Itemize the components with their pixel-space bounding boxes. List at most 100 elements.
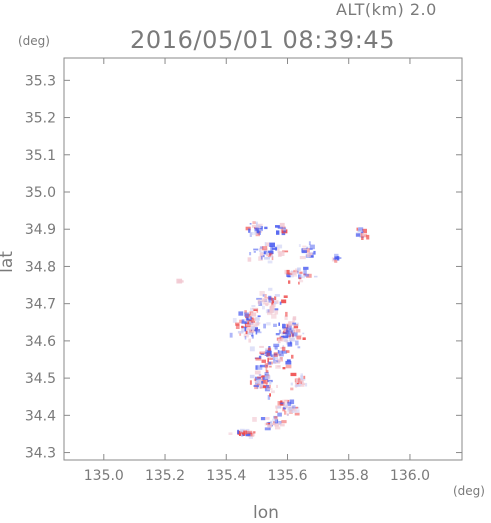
echo-cell — [270, 302, 274, 308]
echo-cell — [294, 412, 300, 416]
echo-cell — [306, 273, 312, 278]
echo-cell — [248, 316, 251, 320]
echo-cell — [274, 302, 277, 305]
echo-cell — [265, 348, 268, 352]
echo-cell — [251, 312, 257, 317]
echo-cell — [303, 269, 307, 275]
echo-cell — [239, 332, 242, 336]
echo-cell — [232, 318, 237, 323]
x-axis-unit: (deg) — [453, 484, 485, 498]
echo-cell — [252, 417, 257, 422]
echo-cell — [270, 420, 272, 425]
echo-cell — [271, 314, 277, 319]
echo-cell — [273, 415, 278, 419]
echo-cell — [245, 330, 248, 335]
echo-cell — [285, 364, 292, 369]
echo-cell — [290, 329, 293, 332]
echo-cell — [279, 336, 284, 339]
echo-cell — [288, 335, 291, 339]
echo-cell — [291, 327, 295, 332]
echo-cells — [176, 221, 370, 439]
echo-cell — [264, 242, 267, 247]
echo-cell — [263, 323, 266, 329]
echo-cell — [255, 357, 260, 360]
echo-cell — [254, 227, 259, 232]
echo-cell — [362, 234, 368, 238]
echo-cell — [260, 375, 267, 378]
axis-ticks: 135.0 135.2 135.4 135.6 135.8 136.0 34.3 34.4 34… — [25, 58, 462, 484]
echo-cell — [249, 374, 255, 379]
echo-cell — [259, 252, 264, 257]
echo-cell — [293, 324, 299, 329]
echo-cell — [250, 316, 252, 321]
echo-cell — [253, 308, 258, 312]
echo-cell — [284, 315, 288, 320]
echo-cell — [249, 329, 255, 333]
echo-cell — [278, 251, 285, 256]
echo-cell — [276, 244, 283, 249]
echo-cell — [259, 291, 265, 296]
echo-cell — [265, 417, 270, 420]
echo-cell — [310, 255, 314, 258]
echo-cell — [243, 430, 247, 435]
echo-cell — [284, 339, 288, 342]
echo-cell — [244, 312, 249, 317]
echo-cell — [260, 255, 263, 260]
echo-cell — [295, 406, 299, 409]
echo-cell — [267, 388, 273, 391]
echo-cell — [272, 303, 276, 308]
echo-cell — [256, 385, 259, 389]
echo-cell — [263, 251, 266, 255]
echo-cell — [250, 232, 254, 236]
echo-cell — [278, 329, 282, 334]
echo-cell — [267, 309, 270, 313]
echo-cell — [258, 374, 262, 376]
echo-cell — [275, 225, 281, 228]
echo-cell — [277, 406, 282, 409]
echo-cell — [289, 273, 294, 278]
echo-cell — [299, 383, 302, 386]
echo-cell — [279, 222, 285, 228]
echo-cell — [286, 269, 290, 275]
echo-cell — [256, 331, 262, 334]
echo-cell — [334, 259, 338, 263]
echo-cell — [261, 297, 265, 302]
echo-cell — [288, 280, 291, 284]
echo-cell — [356, 227, 359, 231]
plot-frame — [63, 57, 463, 461]
x-tick-label: 135.8 — [329, 468, 369, 484]
echo-cell — [265, 367, 268, 371]
echo-cell — [287, 408, 291, 413]
echo-cell — [264, 226, 268, 230]
echo-cell — [248, 321, 252, 324]
echo-cell — [262, 305, 265, 310]
echo-cell — [303, 266, 309, 270]
echo-cell — [308, 241, 311, 246]
echo-cell — [282, 323, 286, 328]
echo-cell — [281, 346, 286, 352]
echo-cell — [300, 383, 306, 385]
echo-cell — [296, 335, 302, 340]
echo-cell — [244, 310, 247, 314]
echo-cell — [291, 271, 298, 274]
echo-cell — [254, 381, 257, 383]
x-tick-label: 135.0 — [84, 468, 124, 484]
echo-cell — [238, 311, 244, 316]
echo-cell — [299, 256, 306, 260]
echo-cell — [256, 297, 262, 300]
x-tick-label: 135.4 — [206, 468, 246, 484]
echo-cell — [267, 395, 271, 400]
echo-cell — [300, 276, 306, 279]
echo-cell — [258, 301, 263, 306]
echo-cell — [268, 250, 274, 255]
echo-cell — [241, 325, 244, 329]
echo-cell — [279, 350, 283, 354]
echo-cell — [289, 327, 292, 331]
echo-cell — [248, 433, 254, 437]
echo-cell — [274, 423, 280, 427]
echo-cell — [267, 251, 272, 255]
echo-cell — [268, 295, 272, 300]
echo-cell — [281, 350, 288, 354]
echo-cell — [251, 305, 256, 307]
echo-cell — [251, 317, 254, 320]
